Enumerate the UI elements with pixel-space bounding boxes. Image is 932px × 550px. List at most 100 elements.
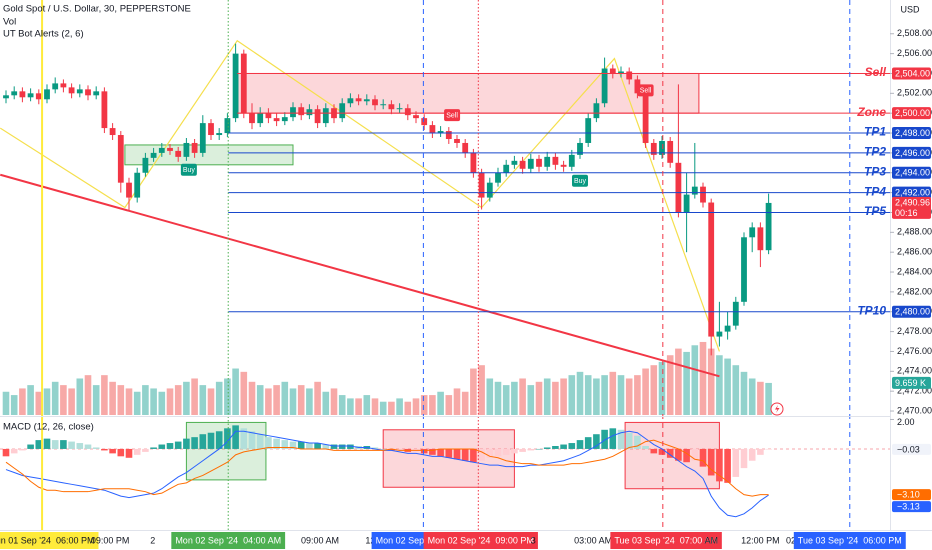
x-tick-label: 2 xyxy=(150,535,155,545)
candle-body xyxy=(413,115,419,119)
alert-bolt[interactable] xyxy=(775,405,780,413)
candle-body xyxy=(716,331,723,337)
candle-body xyxy=(511,160,518,165)
candle-body xyxy=(175,150,182,157)
histogram-bar xyxy=(478,448,485,461)
price-axis-bg xyxy=(890,0,932,530)
level-name: TP3 xyxy=(864,164,886,178)
histogram-bar xyxy=(289,441,297,449)
zone-box xyxy=(124,144,294,166)
volume-bar xyxy=(84,375,92,415)
histogram-bar xyxy=(101,448,108,451)
signal-box xyxy=(444,109,461,122)
histogram-bar xyxy=(617,429,625,449)
level-tag-label: 2,494.00 xyxy=(895,168,930,178)
candle-body xyxy=(265,113,272,119)
histogram-bar xyxy=(117,448,125,457)
volume-bar xyxy=(420,395,428,415)
alert-icon[interactable] xyxy=(770,402,784,416)
x-tick-highlight xyxy=(610,532,722,549)
candle-body xyxy=(183,142,190,157)
y-tick-label: 2,486.00 xyxy=(897,247,932,257)
candle-body xyxy=(281,117,288,122)
histogram-bar xyxy=(535,448,543,450)
candle-body xyxy=(601,68,608,104)
volume-bar xyxy=(724,358,731,415)
x-tick-label: 3 xyxy=(531,535,536,545)
candle-body xyxy=(101,91,108,129)
candle-body xyxy=(372,99,378,106)
histogram-bar xyxy=(765,448,772,450)
histogram-bar xyxy=(593,434,600,449)
histogram-bar xyxy=(158,444,166,449)
candle-body xyxy=(52,83,59,90)
candle-body xyxy=(19,91,26,98)
candle-body xyxy=(437,131,444,134)
volume-bar xyxy=(486,378,494,415)
candle-body xyxy=(232,53,239,119)
candle-body xyxy=(109,128,116,136)
candle-body xyxy=(76,89,83,94)
level-tag-label: 2,480.00 xyxy=(895,307,930,317)
volume-bar xyxy=(10,395,18,415)
candle-body xyxy=(85,89,91,96)
volume-bar xyxy=(494,381,502,415)
histogram-bar xyxy=(666,448,674,458)
volume-bar xyxy=(511,381,518,415)
x-tick-label: 12:00 PM xyxy=(741,535,780,545)
volume-bar xyxy=(174,385,182,415)
level-tag xyxy=(892,107,931,120)
volume-bar xyxy=(470,368,477,415)
candle-body xyxy=(577,142,583,155)
candle-body xyxy=(339,103,346,119)
volume-bar xyxy=(461,391,469,415)
volume-bar xyxy=(601,375,608,415)
level-tag xyxy=(892,67,931,80)
volume-bar xyxy=(666,355,674,415)
price-pane xyxy=(0,39,772,415)
volume-bar xyxy=(568,375,576,415)
candle-body xyxy=(68,87,75,94)
volume-bar xyxy=(322,391,330,415)
candle-body xyxy=(355,98,362,102)
candle-body xyxy=(470,152,477,173)
level-tag-label: 2,492.00 xyxy=(895,187,930,197)
volume-bar xyxy=(642,368,649,415)
candle-body xyxy=(585,118,592,143)
candle-body xyxy=(724,325,731,332)
volume-bar xyxy=(363,395,371,415)
candle-body xyxy=(560,164,567,167)
macd-tag-label: −3.13 xyxy=(897,502,920,512)
volume-bar xyxy=(150,388,157,415)
macd-tag-label: −0.03 xyxy=(897,444,920,454)
y-tick-label: 2,506.00 xyxy=(897,48,932,58)
candle-body xyxy=(552,156,559,165)
volume-bar xyxy=(716,355,723,415)
volume-bar xyxy=(256,385,264,415)
histogram-bar xyxy=(511,448,518,454)
histogram-bar xyxy=(642,446,649,449)
histogram-bar xyxy=(691,448,699,461)
histogram-bar xyxy=(650,448,658,454)
volume-bar xyxy=(396,398,403,415)
volume-bar xyxy=(437,391,444,415)
candle-body xyxy=(126,182,132,198)
volume-bar xyxy=(740,371,748,415)
volume-bar xyxy=(101,375,108,415)
volume-bar xyxy=(43,388,51,415)
volume-bar xyxy=(675,348,682,415)
candle-body xyxy=(667,140,674,163)
candle-body xyxy=(462,142,469,153)
histogram-bar xyxy=(388,448,395,451)
x-tick-label: 03:00 AM xyxy=(574,535,612,545)
signal-label: Sell xyxy=(640,88,652,95)
level-name: TP1 xyxy=(864,125,886,139)
histogram-bar xyxy=(183,438,190,449)
symbol-title: Gold Spot / U.S. Dollar, 30, PEPPERSTONE xyxy=(3,4,191,15)
currency-label: USD xyxy=(900,4,920,14)
candle-body xyxy=(634,79,641,94)
candle-body xyxy=(683,194,690,213)
histogram-bar xyxy=(437,448,444,457)
candle-body xyxy=(741,237,747,302)
histogram-bar xyxy=(199,434,207,449)
